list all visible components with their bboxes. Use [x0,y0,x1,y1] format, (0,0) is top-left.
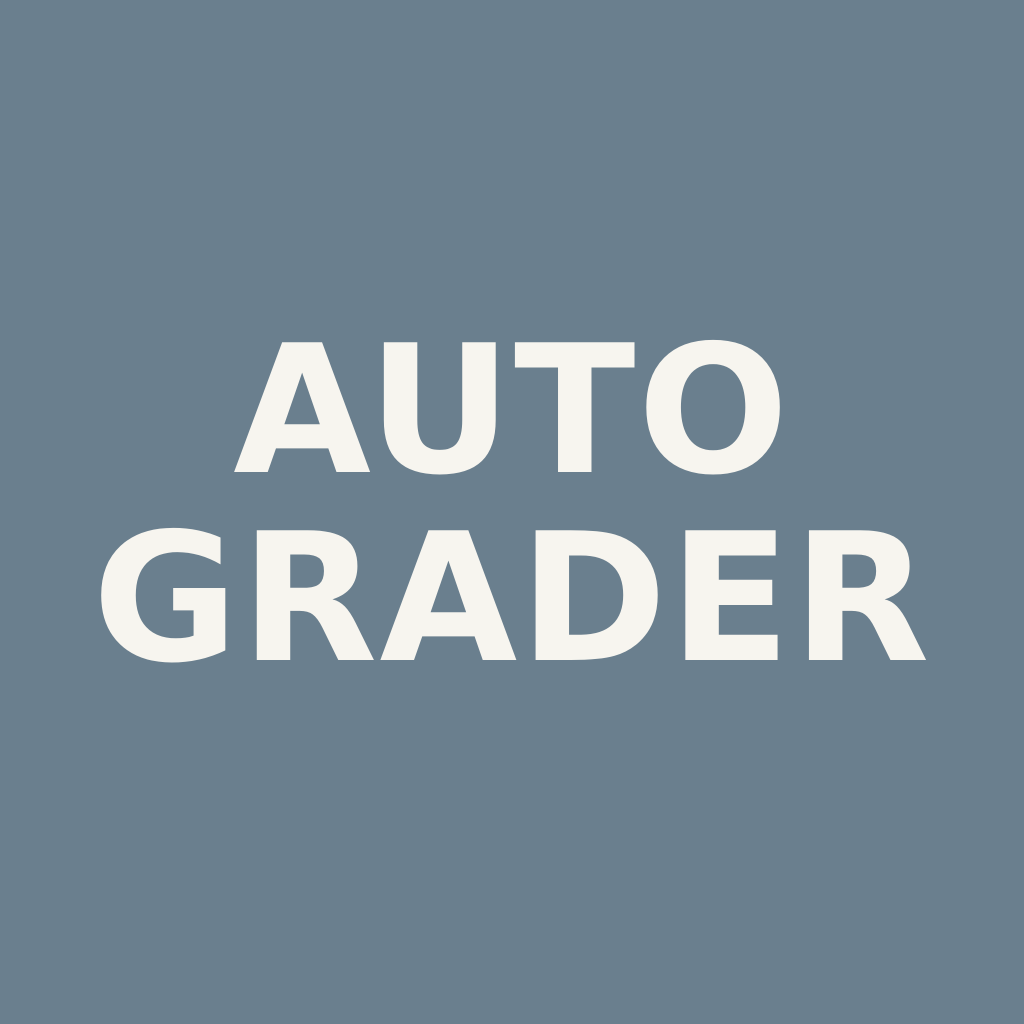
title-line-grader: GRADER [92,495,932,702]
title-line-auto: AUTO [233,307,791,514]
